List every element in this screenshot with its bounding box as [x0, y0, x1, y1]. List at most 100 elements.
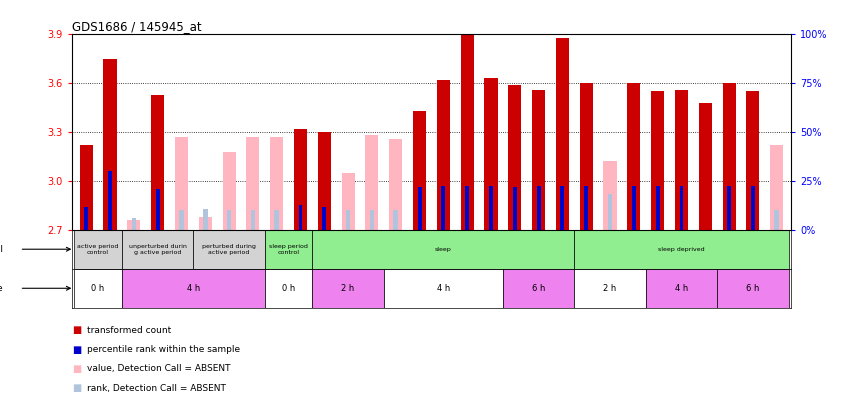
- Bar: [250, 210, 255, 230]
- Text: 6 h: 6 h: [532, 284, 546, 293]
- Text: 4 h: 4 h: [437, 284, 450, 293]
- Text: 0 h: 0 h: [91, 284, 105, 293]
- Bar: [199, 217, 212, 230]
- Text: sleep period
control: sleep period control: [269, 244, 308, 255]
- Bar: [131, 218, 136, 230]
- Text: time: time: [0, 284, 3, 293]
- Text: active period
control: active period control: [78, 244, 118, 255]
- Bar: [389, 139, 403, 230]
- Bar: [151, 95, 164, 230]
- Text: ■: ■: [72, 364, 81, 374]
- Bar: [322, 207, 327, 230]
- Text: unperturbed durin
g active period: unperturbed durin g active period: [129, 244, 187, 255]
- Bar: [265, 230, 312, 269]
- Bar: [656, 186, 660, 230]
- Bar: [299, 205, 303, 230]
- Bar: [513, 188, 517, 230]
- Bar: [580, 83, 593, 230]
- Bar: [727, 186, 731, 230]
- Bar: [80, 145, 93, 230]
- Bar: [384, 269, 503, 308]
- Text: value, Detection Call = ABSENT: value, Detection Call = ABSENT: [87, 364, 231, 373]
- Bar: [465, 186, 470, 230]
- Bar: [122, 269, 265, 308]
- Bar: [532, 90, 545, 230]
- Bar: [127, 220, 140, 230]
- Text: sleep: sleep: [435, 247, 452, 252]
- Bar: [246, 137, 260, 230]
- Text: ■: ■: [72, 345, 81, 354]
- Bar: [318, 132, 331, 230]
- Bar: [651, 92, 664, 230]
- Bar: [346, 210, 350, 230]
- Bar: [751, 186, 755, 230]
- Bar: [536, 186, 541, 230]
- Bar: [108, 171, 112, 230]
- Bar: [774, 210, 779, 230]
- Bar: [370, 210, 374, 230]
- Bar: [460, 34, 474, 230]
- Bar: [156, 189, 160, 230]
- Bar: [607, 194, 613, 230]
- Bar: [699, 103, 711, 230]
- Text: ■: ■: [72, 384, 81, 393]
- Bar: [122, 230, 194, 269]
- Bar: [194, 230, 265, 269]
- Bar: [503, 269, 574, 308]
- Bar: [645, 269, 717, 308]
- Text: 0 h: 0 h: [282, 284, 295, 293]
- Bar: [74, 230, 122, 269]
- Text: protocol: protocol: [0, 245, 3, 254]
- Bar: [489, 186, 493, 230]
- Bar: [442, 186, 445, 230]
- Bar: [312, 230, 574, 269]
- Bar: [508, 85, 521, 230]
- Bar: [274, 210, 279, 230]
- Bar: [175, 137, 188, 230]
- Bar: [556, 38, 569, 230]
- Text: 2 h: 2 h: [342, 284, 354, 293]
- Bar: [770, 145, 783, 230]
- Text: sleep deprived: sleep deprived: [658, 247, 705, 252]
- Bar: [703, 210, 707, 230]
- Bar: [746, 92, 760, 230]
- Bar: [222, 151, 236, 230]
- Bar: [699, 215, 711, 230]
- Bar: [393, 210, 398, 230]
- Text: ■: ■: [72, 325, 81, 335]
- Text: GDS1686 / 145945_at: GDS1686 / 145945_at: [72, 20, 201, 33]
- Bar: [632, 186, 636, 230]
- Text: transformed count: transformed count: [87, 326, 172, 335]
- Bar: [437, 80, 450, 230]
- Text: 6 h: 6 h: [746, 284, 760, 293]
- Bar: [485, 78, 497, 230]
- Bar: [574, 230, 788, 269]
- Bar: [585, 186, 588, 230]
- Bar: [574, 269, 645, 308]
- Bar: [74, 269, 122, 308]
- Bar: [603, 161, 617, 230]
- Bar: [627, 83, 640, 230]
- Text: percentile rank within the sample: percentile rank within the sample: [87, 345, 240, 354]
- Text: 4 h: 4 h: [675, 284, 688, 293]
- Bar: [679, 186, 684, 230]
- Bar: [85, 207, 88, 230]
- Bar: [717, 269, 788, 308]
- Bar: [560, 186, 564, 230]
- Text: 4 h: 4 h: [187, 284, 200, 293]
- Bar: [342, 173, 354, 230]
- Text: rank, Detection Call = ABSENT: rank, Detection Call = ABSENT: [87, 384, 226, 393]
- Bar: [270, 137, 283, 230]
- Text: perturbed during
active period: perturbed during active period: [202, 244, 256, 255]
- Bar: [294, 129, 307, 230]
- Bar: [203, 209, 207, 230]
- Bar: [227, 210, 231, 230]
- Bar: [722, 83, 736, 230]
- Bar: [413, 111, 426, 230]
- Bar: [365, 135, 378, 230]
- Bar: [179, 210, 184, 230]
- Bar: [265, 269, 312, 308]
- Bar: [675, 90, 688, 230]
- Bar: [103, 59, 117, 230]
- Bar: [418, 188, 421, 230]
